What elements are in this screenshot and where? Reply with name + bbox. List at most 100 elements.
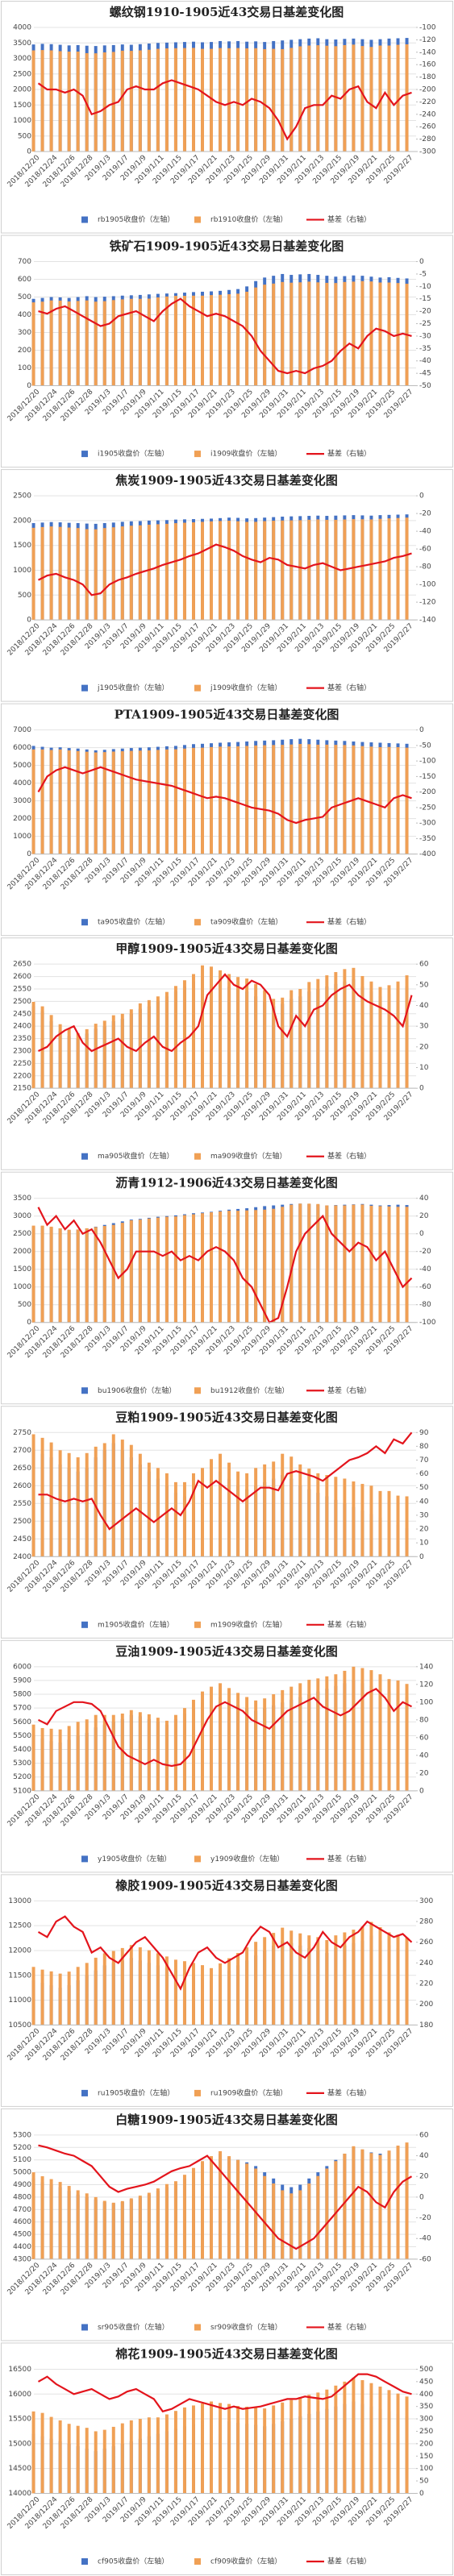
- bar: [147, 298, 151, 386]
- y2-tick-label: 60: [419, 1734, 429, 1742]
- bar: [307, 281, 311, 386]
- bar: [378, 1674, 382, 1791]
- y2-tick-label: -200: [419, 86, 436, 94]
- y2-tick-label: -180: [419, 73, 436, 81]
- y-tick-label: 2550: [13, 1500, 31, 1508]
- y-tick-label: 12000: [8, 1947, 31, 1955]
- y2-tick-label: 40: [419, 2152, 429, 2160]
- bar: [245, 291, 249, 386]
- y-tick-label: 4800: [13, 2193, 31, 2201]
- bar: [325, 519, 329, 621]
- bar: [191, 747, 195, 854]
- y-tick-label: 2300: [13, 1047, 31, 1055]
- bar: [85, 2428, 89, 2494]
- y2-tick-label: 450: [419, 2378, 433, 2386]
- bar: [378, 1206, 382, 1323]
- bar: [201, 295, 204, 386]
- bar: [156, 1953, 160, 2025]
- y-tick-label: 5100: [13, 1787, 31, 1795]
- legend-swatch: [194, 1387, 201, 1394]
- bar: [201, 2161, 204, 2259]
- bar: [129, 1444, 133, 1557]
- y-tick-label: 5300: [13, 1760, 31, 1768]
- bar: [49, 2416, 53, 2494]
- bar: [120, 2423, 124, 2494]
- bar: [58, 2420, 62, 2494]
- bar: [49, 1971, 53, 2025]
- bar: [120, 1713, 124, 1791]
- bar: [396, 44, 400, 152]
- y2-tick-label: -60: [419, 2255, 431, 2263]
- bar: [49, 300, 53, 386]
- y2-tick-label: 100: [419, 2465, 433, 2473]
- legend-label: ta905收盘价（左轴）: [98, 917, 169, 927]
- bar: [129, 2420, 133, 2494]
- bar: [165, 296, 169, 386]
- legend-swatch: [81, 2089, 88, 2096]
- legend-label: y1905收盘价（左轴）: [98, 1854, 171, 1863]
- y2-tick-label: 120: [419, 1681, 433, 1689]
- bar: [120, 1223, 124, 1323]
- bar: [85, 751, 89, 854]
- legend-label: sr909收盘价（左轴）: [210, 2322, 282, 2332]
- bar: [165, 523, 169, 621]
- bar: [289, 990, 294, 1089]
- y-tick-label: 11500: [8, 1971, 31, 1980]
- bar: [352, 519, 356, 621]
- y2-tick-label: 60: [419, 961, 429, 969]
- bar: [182, 1708, 186, 1791]
- bar: [76, 2425, 80, 2494]
- y2-tick-label: -350: [419, 835, 436, 843]
- bar: [396, 1934, 400, 2025]
- bar: [49, 1442, 53, 1557]
- bar: [298, 282, 302, 386]
- bar: [129, 51, 133, 152]
- chart-title: 豆油1909-1905近43交易日基差变化图: [115, 1644, 338, 1659]
- bar: [343, 44, 347, 152]
- y-tick-label: 16000: [8, 2391, 31, 2399]
- bar: [343, 2154, 347, 2259]
- bar: [31, 302, 35, 386]
- y-tick-label: 4500: [13, 2231, 31, 2239]
- bar: [378, 2154, 382, 2259]
- bar: [111, 52, 115, 152]
- y-tick-label: 2400: [13, 1023, 31, 1031]
- bar: [210, 48, 214, 152]
- legend-swatch: [81, 1855, 88, 1863]
- bar: [102, 528, 106, 621]
- legend-swatch: [194, 1855, 201, 1863]
- bar: [210, 1686, 214, 1791]
- y-tick-label: 0: [27, 850, 31, 858]
- bar: [396, 1495, 400, 1557]
- y2-tick-label: 80: [419, 1716, 429, 1724]
- y2-tick-label: -240: [419, 110, 436, 118]
- bar: [227, 2404, 231, 2494]
- bar: [334, 2161, 338, 2259]
- bar: [173, 296, 177, 386]
- bar: [67, 52, 71, 152]
- bar: [360, 519, 364, 621]
- y2-tick-label: 220: [419, 1980, 433, 1988]
- y2-tick-label: -160: [419, 61, 436, 69]
- y-tick-label: 5500: [13, 1732, 31, 1740]
- chart-title: 豆粕1909-1905近43交易日基差变化图: [115, 1410, 338, 1424]
- bar: [219, 1963, 223, 2025]
- legend-label: i1905收盘价（左轴）: [98, 449, 169, 459]
- bar: [263, 1698, 267, 1791]
- y-tick-label: 13000: [8, 1897, 31, 1905]
- bar: [325, 282, 329, 386]
- bar: [254, 2407, 258, 2494]
- bar: [85, 1228, 89, 1323]
- bar: [111, 300, 115, 386]
- y-tick-label: 2400: [13, 1553, 31, 1561]
- bar: [102, 1953, 106, 2025]
- y-tick-label: 11000: [8, 1996, 31, 2005]
- bar: [138, 1003, 142, 1089]
- bar: [94, 529, 98, 621]
- bar: [40, 1225, 44, 1323]
- line: [38, 973, 413, 1053]
- y2-tick-label: 50: [419, 1484, 429, 1492]
- bar: [343, 1670, 347, 1791]
- legend-swatch: [194, 451, 201, 458]
